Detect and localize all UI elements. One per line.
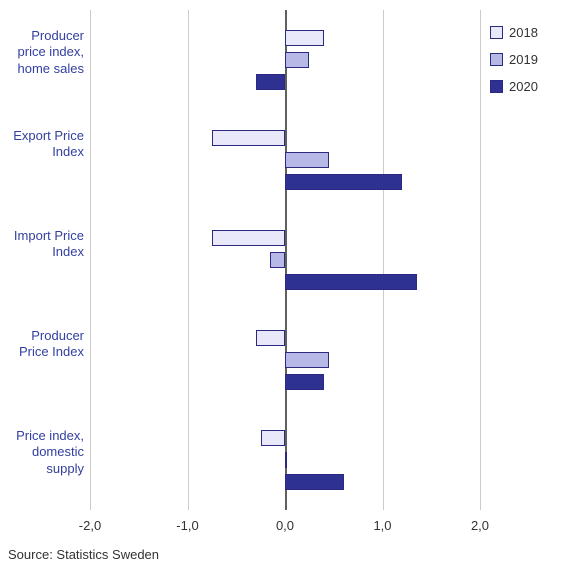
bar: [285, 374, 324, 390]
chart-container: Producer price index, home sales Export P…: [0, 0, 567, 570]
source-text: Source: Statistics Sweden: [8, 547, 159, 562]
plot-area: [90, 10, 480, 510]
legend-label: 2019: [509, 52, 538, 67]
bar: [270, 252, 285, 268]
legend-item: 2018: [490, 25, 538, 40]
bar: [212, 230, 285, 246]
bar: [261, 430, 285, 446]
bar: [256, 330, 285, 346]
legend-label: 2018: [509, 25, 538, 40]
x-tick-label: 2,0: [460, 518, 500, 533]
gridline: [90, 10, 91, 510]
category-label: Producer price index, home sales: [0, 28, 84, 77]
legend-swatch: [490, 80, 503, 93]
x-tick-label: 1,0: [363, 518, 403, 533]
bar: [285, 152, 329, 168]
legend: 2018 2019 2020: [490, 25, 538, 106]
legend-swatch: [490, 53, 503, 66]
category-label: Import Price Index: [0, 228, 84, 261]
bar: [285, 30, 324, 46]
gridline: [480, 10, 481, 510]
legend-swatch: [490, 26, 503, 39]
bar: [212, 130, 285, 146]
x-tick-label: -1,0: [168, 518, 208, 533]
category-label: Price index, domestic supply: [0, 428, 84, 477]
category-labels-column: Producer price index, home sales Export P…: [0, 10, 84, 510]
bar: [285, 52, 309, 68]
category-label: Producer Price Index: [0, 328, 84, 361]
bar: [285, 352, 329, 368]
bar: [285, 452, 287, 468]
gridline: [188, 10, 189, 510]
category-label: Export Price Index: [0, 128, 84, 161]
legend-label: 2020: [509, 79, 538, 94]
x-tick-label: 0,0: [265, 518, 305, 533]
legend-item: 2019: [490, 52, 538, 67]
bar: [285, 174, 402, 190]
bar: [256, 74, 285, 90]
legend-item: 2020: [490, 79, 538, 94]
bar: [285, 274, 417, 290]
bar: [285, 474, 344, 490]
zero-axis: [285, 10, 287, 510]
x-tick-label: -2,0: [70, 518, 110, 533]
gridline: [383, 10, 384, 510]
